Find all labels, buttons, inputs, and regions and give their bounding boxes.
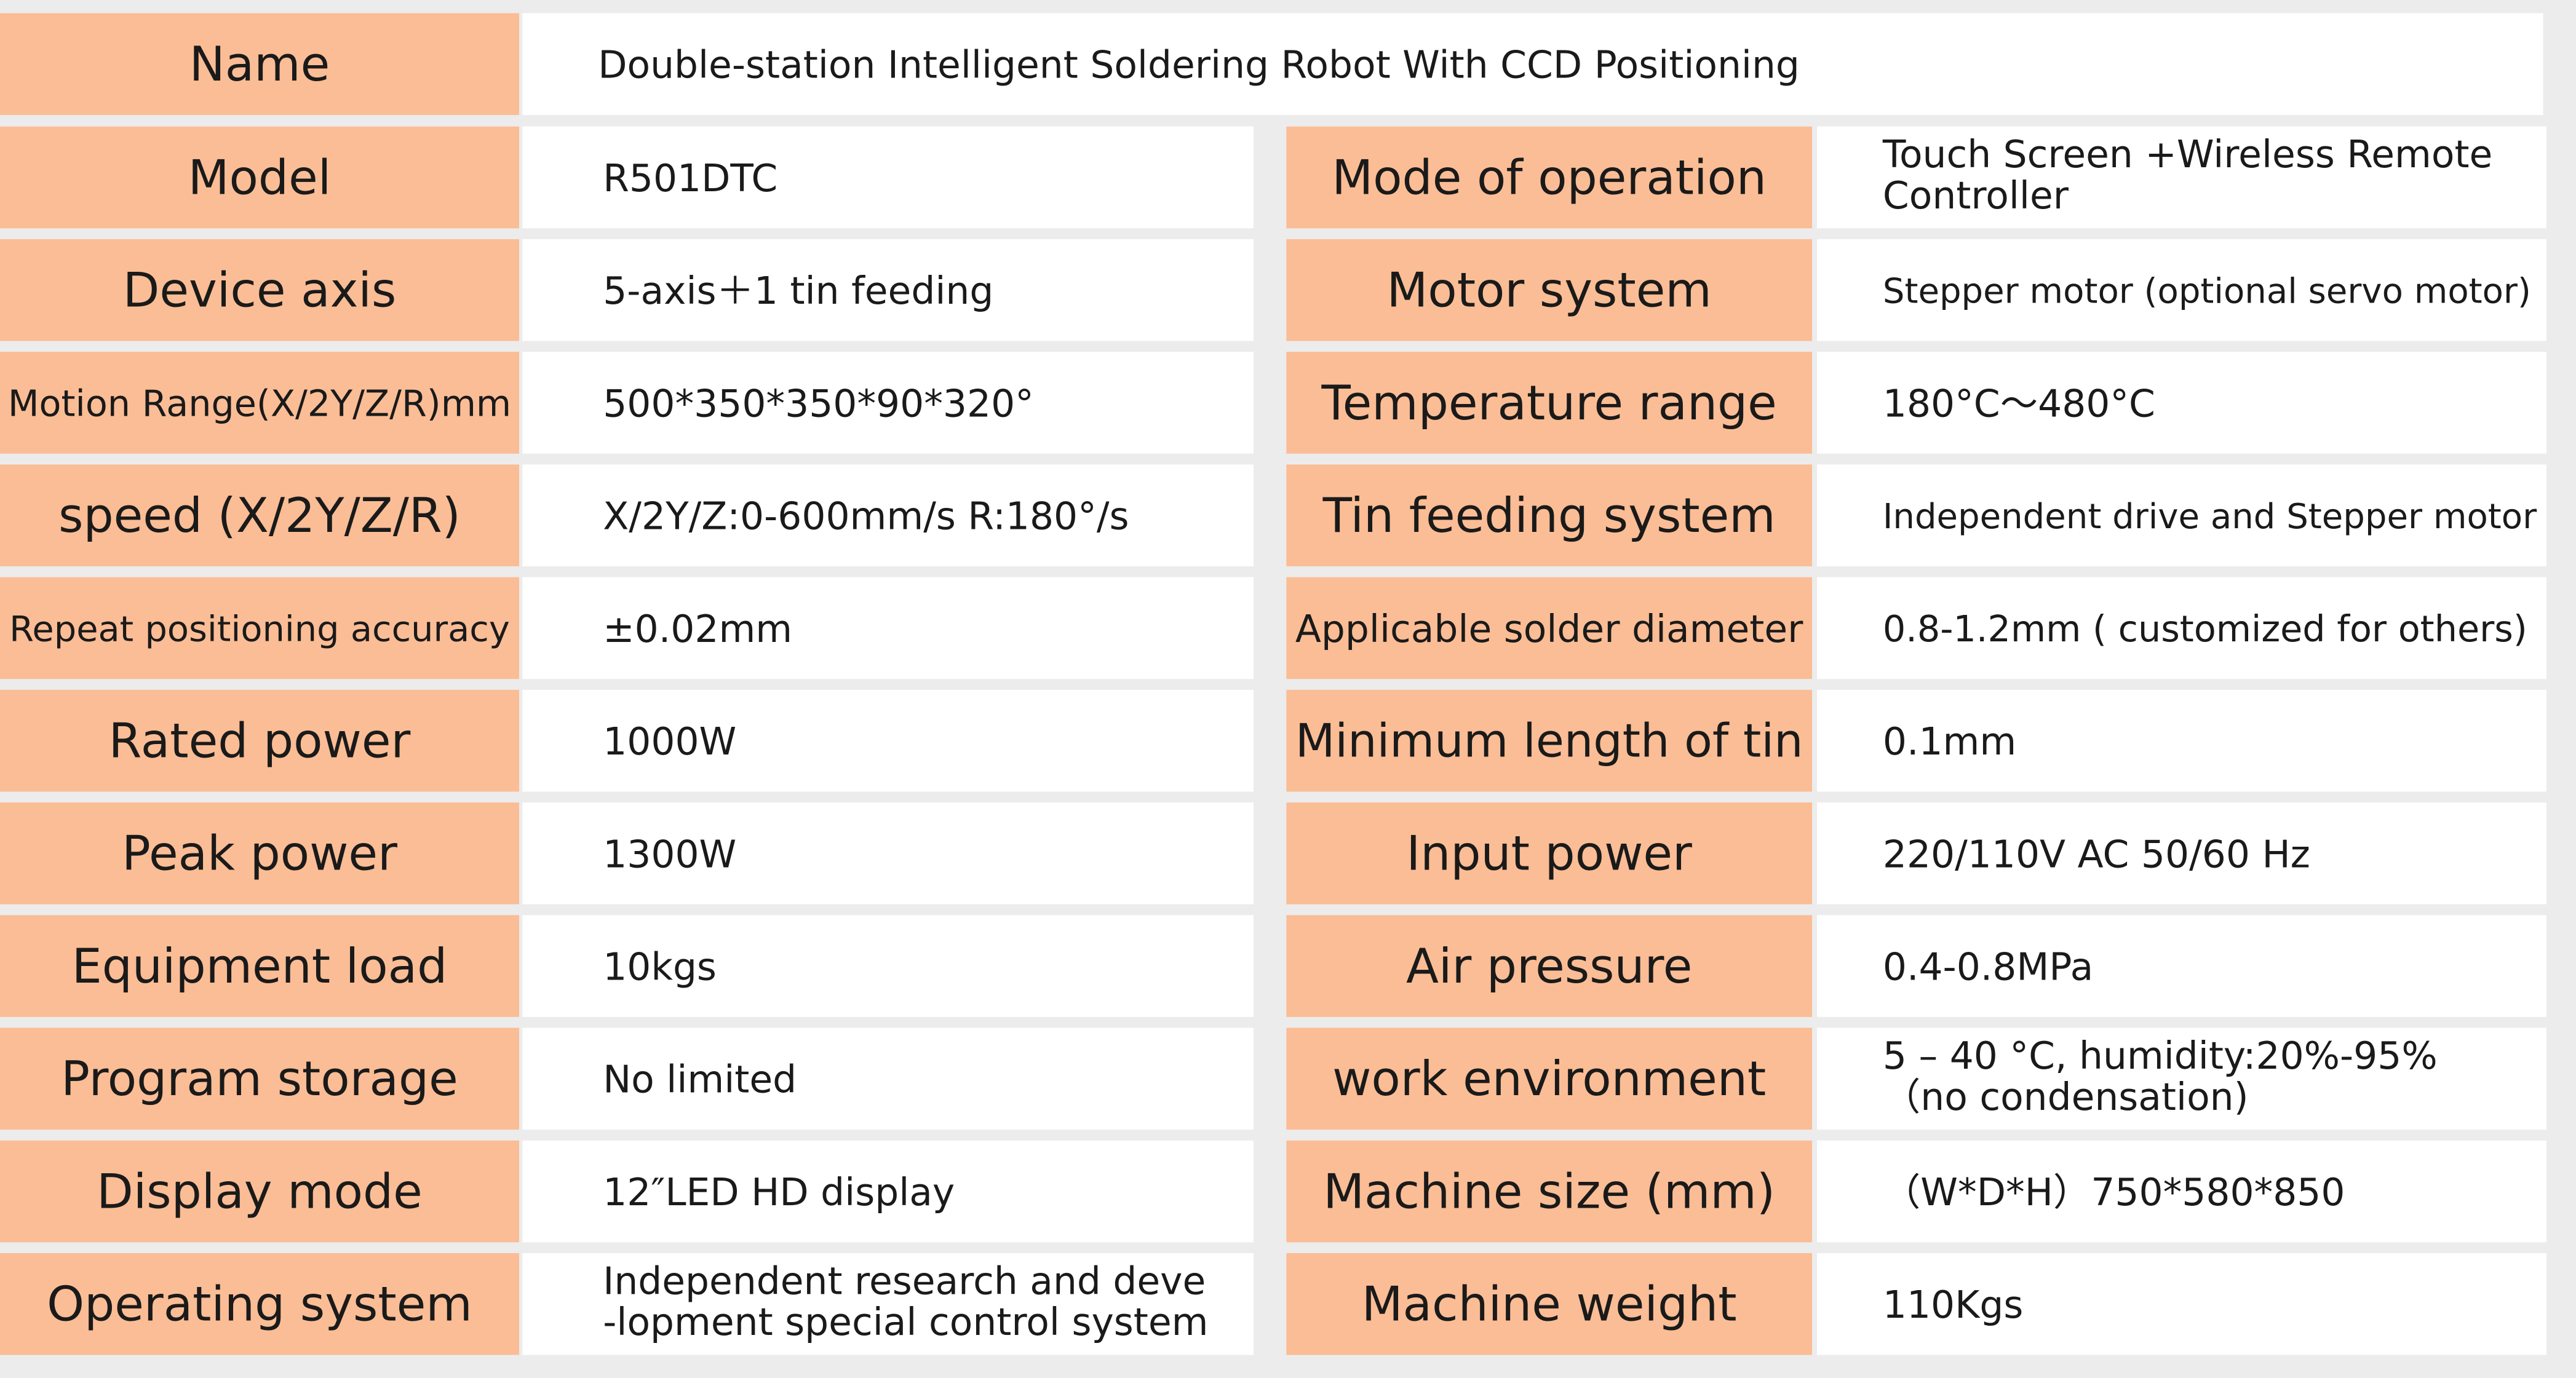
label-cell — [0, 126, 520, 229]
label: Model — [188, 150, 332, 205]
label: Minimum length of tin — [1295, 714, 1803, 767]
label: work environment — [1332, 1051, 1766, 1107]
label-cell — [1286, 577, 1813, 679]
value: Independent drive and Stepper motor — [1883, 497, 2537, 537]
value-cell — [1817, 802, 2546, 905]
label-cell — [1286, 915, 1813, 1017]
value: 5-axis＋1 tin feeding — [603, 269, 993, 313]
value-cell — [522, 352, 1254, 454]
label-cell — [1286, 1028, 1813, 1130]
value: 110Kgs — [1883, 1283, 2024, 1327]
value-cell — [522, 464, 1254, 566]
value-cell — [1817, 915, 2546, 1017]
label-cell — [1286, 239, 1813, 341]
label: Display mode — [97, 1164, 423, 1219]
value: 10kgs — [603, 946, 717, 989]
value-cell — [1817, 239, 2546, 341]
value-cell — [1817, 126, 2546, 229]
label: speed (X/2Y/Z/R) — [58, 488, 461, 544]
label: Operating system — [47, 1277, 472, 1332]
label: Motion Range(X/2Y/Z/R)mm — [8, 382, 511, 424]
value: 180°C～480°C — [1883, 382, 2155, 426]
label-cell — [1286, 802, 1813, 905]
label-cell — [1286, 1253, 1813, 1355]
value: 0.4-0.8MPa — [1883, 946, 2093, 989]
label: Rated power — [109, 713, 411, 769]
value-cell — [1817, 464, 2546, 566]
label-cell — [0, 915, 520, 1017]
value: Stepper motor (optional servo motor) — [1883, 272, 2531, 312]
label-cell — [1286, 352, 1813, 454]
value: No limited — [603, 1058, 797, 1102]
label-cell — [0, 577, 520, 679]
value: 220/110V AC 50/60 Hz — [1883, 833, 2310, 876]
label: Equipment load — [72, 939, 447, 994]
value-line: Touch Screen +Wireless Remote — [1882, 133, 2492, 176]
label-cell — [0, 1140, 520, 1243]
label-cell — [1286, 464, 1813, 566]
label-cell — [0, 802, 520, 905]
label: Program storage — [61, 1051, 458, 1107]
label: Name — [189, 37, 330, 92]
label: Tin feeding system — [1322, 488, 1776, 544]
value: 12″LED HD display — [603, 1171, 955, 1214]
label: Temperature range — [1321, 376, 1777, 431]
label: Input power — [1406, 826, 1692, 882]
value-cell — [1817, 352, 2546, 454]
value-line: Independent research and deve — [603, 1259, 1206, 1303]
label-cell — [0, 239, 520, 341]
value-line: 5 – 40 °C, humidity:20%-95% — [1883, 1034, 2438, 1078]
value-cell — [522, 915, 1254, 1017]
label: Machine size (mm) — [1323, 1164, 1775, 1219]
label-cell — [0, 352, 520, 454]
value: 500*350*350*90*320° — [603, 382, 1034, 426]
value: ±0.02mm — [603, 608, 792, 651]
value-cell — [522, 13, 2543, 116]
label-cell — [0, 1253, 520, 1355]
value-cell — [1817, 1253, 2546, 1355]
value: 1300W — [603, 833, 736, 876]
value: 0.1mm — [1883, 720, 2016, 764]
label-cell — [1286, 126, 1813, 229]
value-cell — [522, 239, 1254, 341]
value: （W*D*H）750*580*850 — [1883, 1171, 2345, 1214]
value-cell — [1817, 689, 2546, 792]
value-cell — [522, 802, 1254, 905]
value-cell — [522, 1140, 1254, 1243]
value-line: （no condensation) — [1883, 1075, 2249, 1119]
label: Device axis — [123, 263, 397, 319]
value-cell — [522, 577, 1254, 679]
value-cell — [522, 1028, 1254, 1130]
label: Mode of operation — [1332, 150, 1767, 205]
value-cell — [522, 689, 1254, 792]
value: 0.8-1.2mm ( customized for others) — [1883, 608, 2527, 650]
label: Peak power — [122, 826, 397, 882]
label: Repeat positioning accuracy — [9, 608, 510, 649]
value-cell — [1817, 1028, 2546, 1130]
label-cell — [0, 13, 520, 116]
label: Applicable solder diameter — [1295, 608, 1803, 651]
value-line: -lopment special control system — [603, 1301, 1208, 1344]
value: X/2Y/Z:0-600mm/s R:180°/s — [603, 495, 1129, 539]
value-cell — [1817, 577, 2546, 679]
value: R501DTC — [603, 157, 777, 200]
value-cell — [1817, 1140, 2546, 1243]
label-cell — [0, 1028, 520, 1130]
value: Double-station Intelligent Soldering Rob… — [598, 44, 1800, 87]
value-cell — [522, 126, 1254, 229]
label: Air pressure — [1406, 939, 1692, 994]
label: Machine weight — [1362, 1277, 1737, 1332]
value-line: Controller — [1883, 174, 2069, 218]
label-cell — [1286, 689, 1813, 792]
label-cell — [0, 464, 520, 566]
label: Motor system — [1387, 263, 1712, 319]
label-cell — [0, 689, 520, 792]
value: 1000W — [603, 720, 736, 764]
label-cell — [1286, 1140, 1813, 1243]
value-cell — [522, 1253, 1254, 1355]
